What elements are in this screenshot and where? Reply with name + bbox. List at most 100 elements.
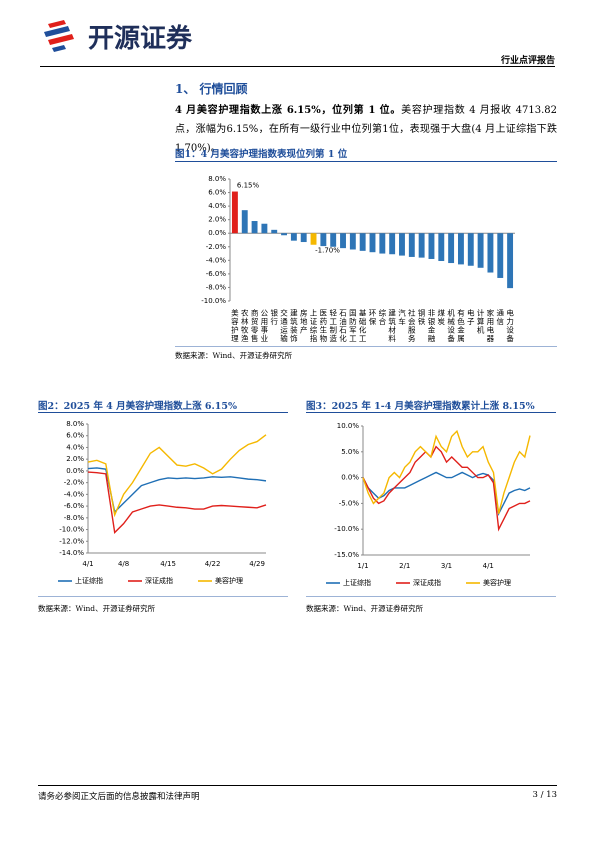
x-tick-label: 农林牧渔 <box>240 308 249 343</box>
x-tick-label: 4/22 <box>205 560 221 568</box>
y-tick-label: 4.0% <box>208 202 226 210</box>
source: 数据来源：Wind、开源证券研究所 <box>306 604 424 613</box>
x-tick-label: 建筑材料 <box>387 308 396 344</box>
section-title: 1、 行情回顾 <box>175 82 248 96</box>
x-tick-label: 3/1 <box>441 562 452 570</box>
y-tick-label: -12.0% <box>59 537 84 545</box>
x-tick-label: 4/1 <box>483 562 494 570</box>
disclaimer: 请务必参阅正文后面的信息披露和法律声明 <box>38 792 200 802</box>
bar <box>271 229 278 234</box>
y-tick-label: -14.0% <box>59 549 84 557</box>
x-tick-label: 1/1 <box>357 562 368 570</box>
y-tick-label: -15.0% <box>334 551 359 559</box>
y-tick-label: -10.0% <box>201 297 226 305</box>
bar <box>428 233 435 259</box>
bar <box>477 233 484 268</box>
bar <box>369 233 376 253</box>
bar <box>438 233 445 262</box>
x-tick-label: 煤炭 <box>437 308 446 327</box>
x-tick-label: 综合 <box>378 308 387 327</box>
x-tick-label: 4/8 <box>118 560 129 568</box>
legend-label: 深证成指 <box>145 576 173 585</box>
y-tick-label: 0.0% <box>208 229 226 237</box>
x-tick-label: 汽车 <box>397 308 406 327</box>
bar <box>448 233 455 264</box>
y-tick-label: 0.0% <box>66 467 84 475</box>
x-tick-label: 商贸零售 <box>250 308 259 344</box>
x-tick-label: 通信 <box>496 308 505 327</box>
x-tick-label: 石油石化 <box>338 309 347 344</box>
bar <box>261 223 268 234</box>
x-tick-label: 4/29 <box>249 560 265 568</box>
bar <box>349 233 356 250</box>
x-tick-label: 4/1 <box>82 560 93 568</box>
x-tick-label: 轻工制造 <box>328 308 337 344</box>
x-tick-label: 电子 <box>466 308 475 326</box>
bar <box>310 233 317 245</box>
source: 数据来源：Wind、开源证券研究所 <box>175 351 293 360</box>
bar <box>241 210 248 234</box>
x-tick-label: 美容护理 <box>230 308 239 343</box>
bar <box>231 191 238 234</box>
bar <box>507 233 514 289</box>
x-tick-label: 建筑装饰 <box>289 308 298 344</box>
chart: 8.0% 6.0% 4.0% 2.0% 0.0% -2.0% -4.0% -6.0% -8.0%… <box>201 175 515 344</box>
chart: 8.0% 6.0% 4.0% 2.0% 0.0% -2.0% -4.0% -6.0% -8.0%… <box>58 420 267 585</box>
x-tick-label: 基础化工 <box>358 308 367 343</box>
brand: 开源证券 <box>88 24 193 54</box>
footer-rule <box>38 785 557 786</box>
bar <box>330 233 337 247</box>
figure-rule <box>306 596 556 597</box>
x-tick-label: 房地产 <box>299 308 308 335</box>
x-tick-label: 交通运输 <box>279 308 288 344</box>
x-tick-label: 银行 <box>269 309 278 327</box>
legend-label: 上证综指 <box>75 576 103 585</box>
y-tick-label: -4.0% <box>64 490 85 498</box>
bar <box>389 233 396 255</box>
bar <box>300 233 307 243</box>
figure-rule <box>175 161 557 162</box>
y-tick-label: 8.0% <box>66 420 84 428</box>
series-line <box>362 471 531 516</box>
bar <box>340 233 346 249</box>
x-tick-label: 4/15 <box>160 560 176 568</box>
y-tick-label: -4.0% <box>206 256 227 264</box>
source: 数据来源：Wind、开源证券研究所 <box>38 604 156 613</box>
legend-label: 美容护理 <box>483 578 511 587</box>
figure-rule <box>38 596 288 597</box>
figure-rule <box>306 412 556 413</box>
series-line <box>362 445 531 532</box>
bar <box>487 233 494 273</box>
paragraph: 4 月美容护理指数上涨 6.15%，位列第 1 位。美容护理指数 4 月报收 4… <box>175 101 557 158</box>
header-rule <box>40 66 555 67</box>
x-tick-label: 非银金融 <box>427 308 436 344</box>
bar <box>458 233 464 265</box>
figure-title: 图2：2025 年 4 月美容护理指数上涨 6.15% <box>38 401 238 412</box>
y-tick-label: 6.0% <box>208 189 226 197</box>
paragraph-lead: 4 月美容护理指数上涨 6.15%，位列第 1 位。 <box>175 105 402 116</box>
bar <box>408 233 415 257</box>
bar <box>281 233 287 236</box>
legend-label: 深证成指 <box>413 578 441 587</box>
series-line <box>87 471 267 534</box>
y-tick-label: -6.0% <box>206 270 227 278</box>
bar <box>320 233 327 247</box>
y-tick-label: 2.0% <box>208 216 226 224</box>
paragraph-body: 美容护理指数 4 月报收 4713.82 点，涨幅为6.15%，在所有一级行业中… <box>175 105 557 154</box>
x-tick-label: 环保 <box>368 309 377 327</box>
chart: 10.0% 5.0% 0.0% -5.0% -10.0% -15.0% 1/1 2/1 3/1 4… <box>326 422 531 587</box>
figure-rule <box>38 412 288 413</box>
y-tick-label: 0.0% <box>341 474 359 482</box>
figure-title: 图1：4 月美容护理指数表现位列第 1 位 <box>175 149 348 160</box>
y-tick-label: 8.0% <box>208 175 226 183</box>
x-tick-label: 钢铁 <box>417 308 426 327</box>
y-tick-label: 2.0% <box>66 455 84 463</box>
x-tick-label: 有色金属 <box>456 308 465 344</box>
bar <box>418 233 425 258</box>
y-tick-label: 5.0% <box>341 448 359 456</box>
x-tick-label: 机械设备 <box>446 308 455 344</box>
bar <box>399 233 405 256</box>
figure-rule <box>175 346 557 347</box>
legend-label: 美容护理 <box>215 576 243 585</box>
y-tick-label: -10.0% <box>334 525 359 533</box>
